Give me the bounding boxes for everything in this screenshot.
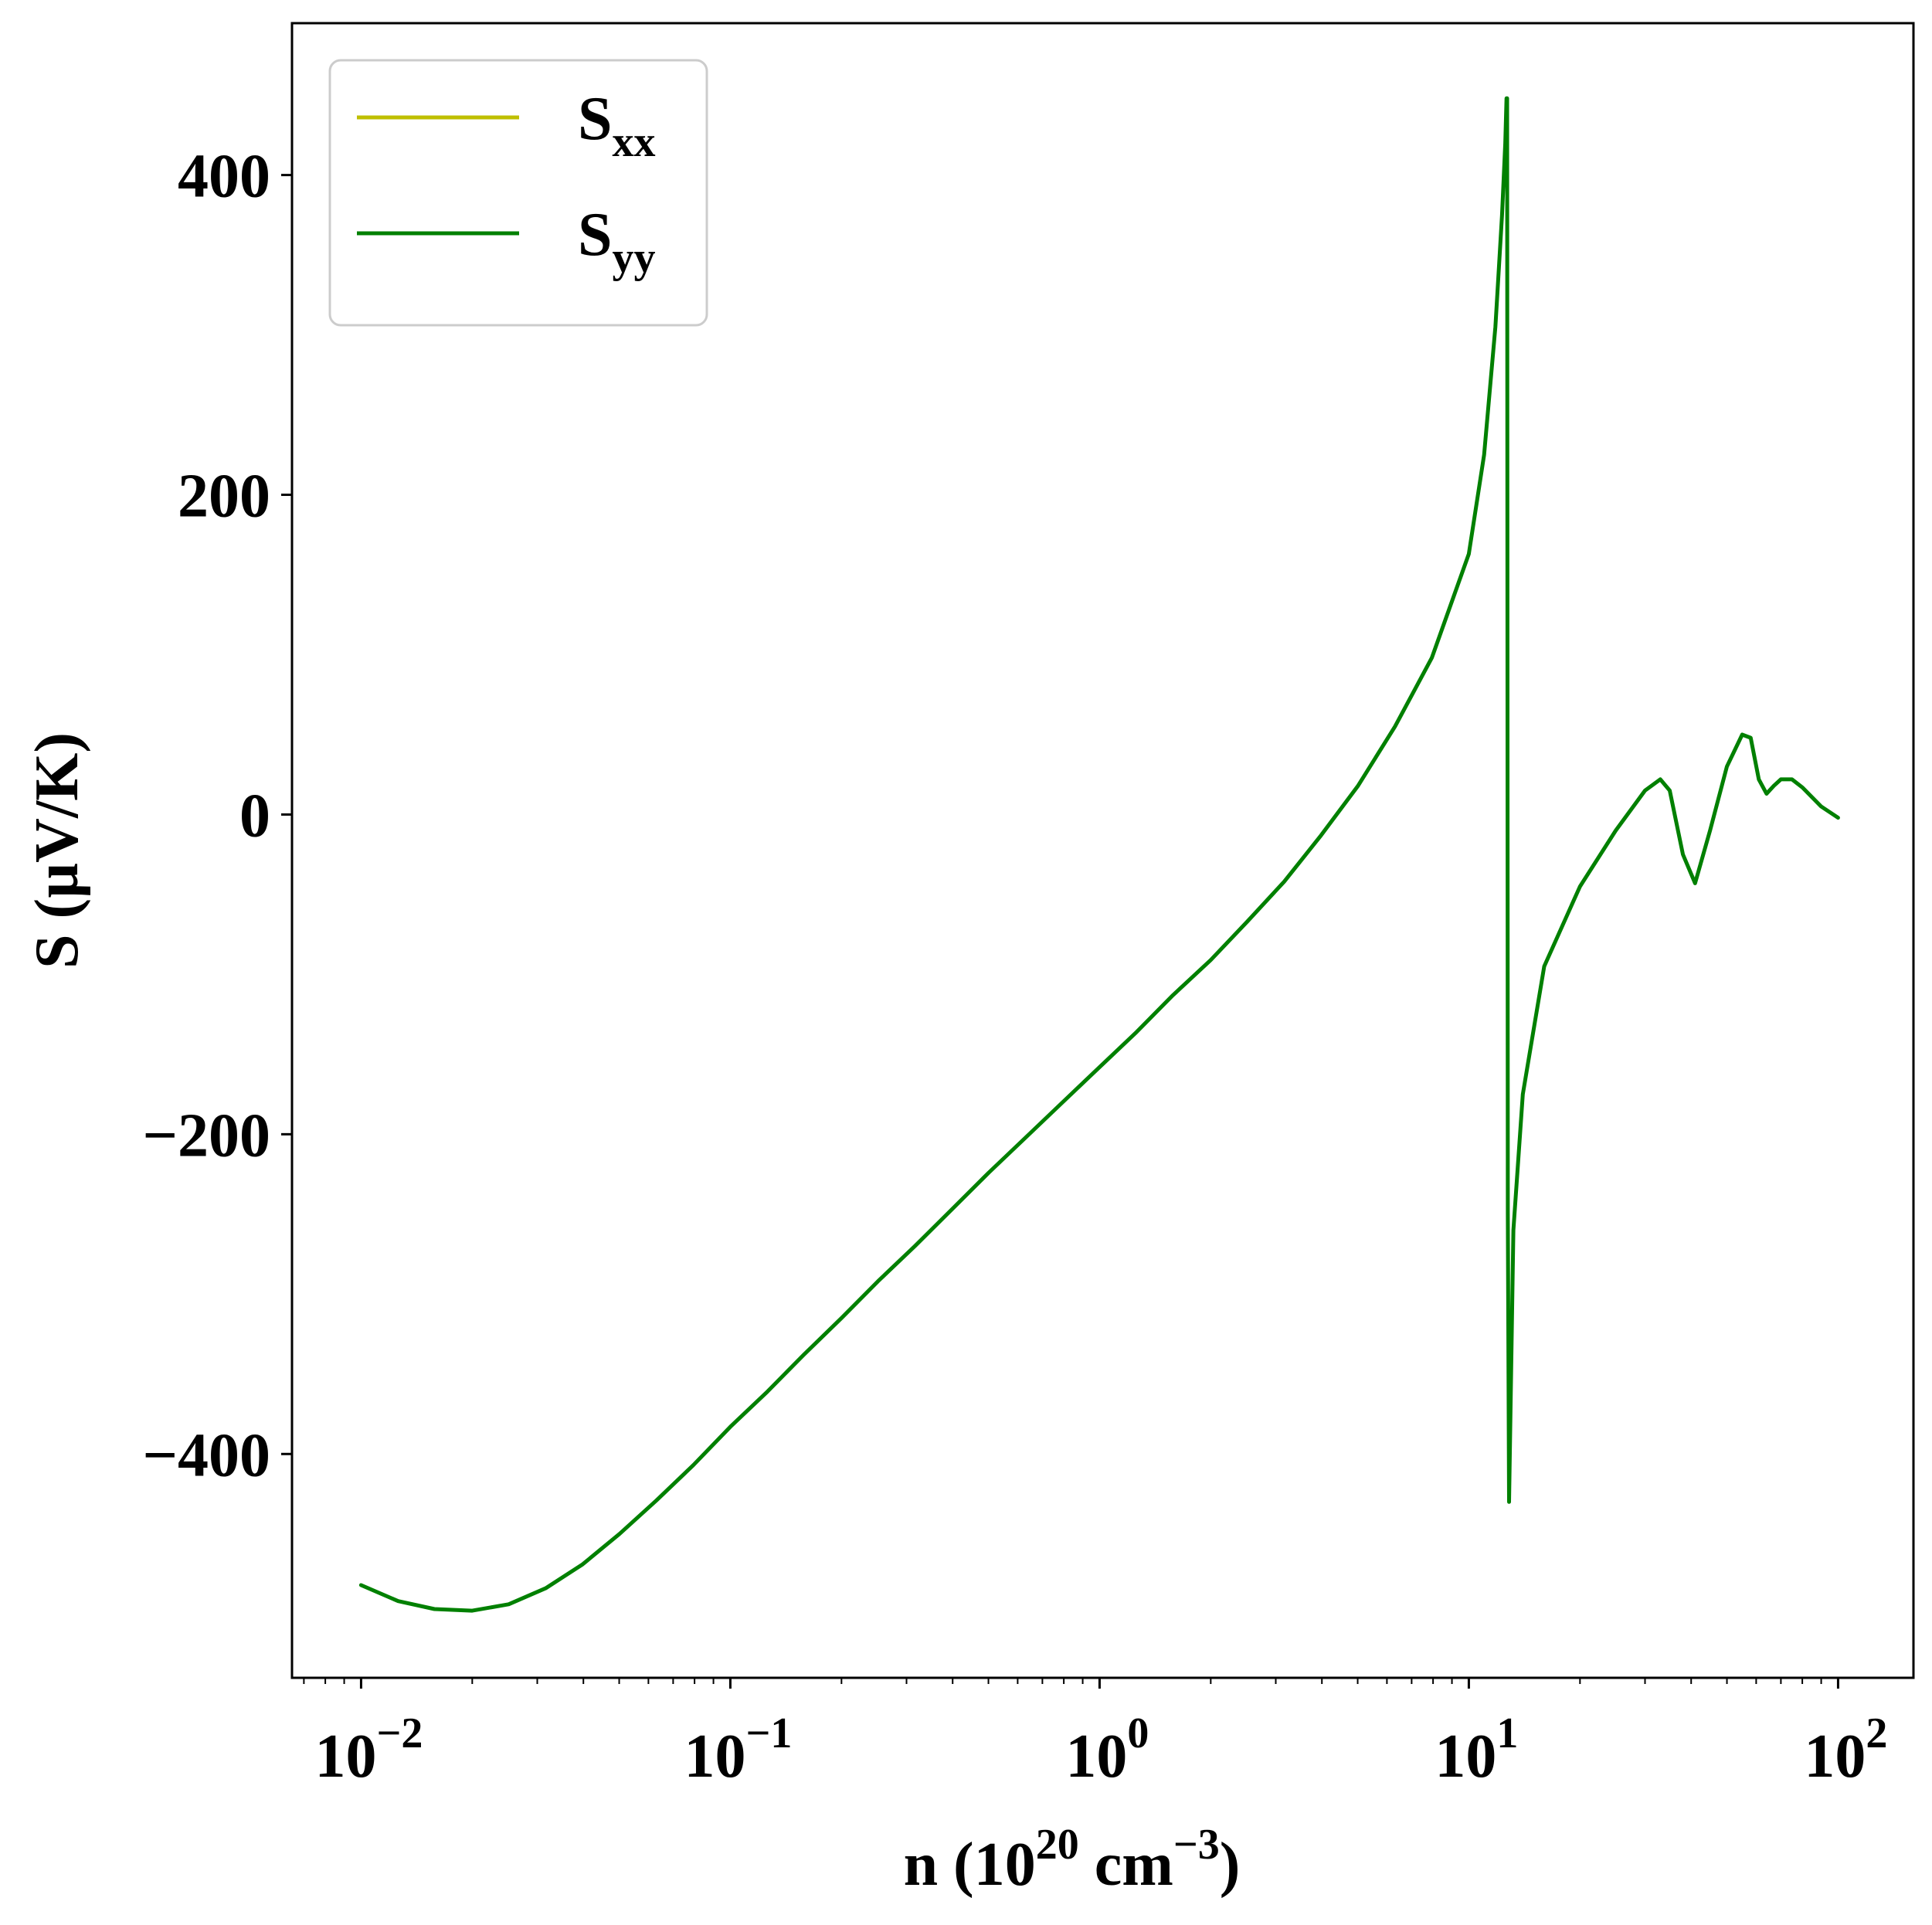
x-axis-title-mid: cm	[1079, 1831, 1173, 1899]
x-tick-label-exp: 2	[1866, 1709, 1887, 1757]
x-tick-label-exp: −1	[745, 1709, 792, 1757]
x-axis-title-exp2: −3	[1173, 1821, 1220, 1869]
legend-label-syy-base: S	[578, 201, 613, 269]
x-axis: 10−2 10−1 100 101 102	[303, 1678, 1887, 1791]
y-tick-label: 400	[178, 143, 270, 211]
x-tick-label: 101	[1435, 1709, 1518, 1791]
y-tick-label: 200	[178, 463, 270, 531]
x-tick-label: 10−1	[684, 1709, 792, 1791]
x-axis-title: n (1020 cm−3)	[904, 1821, 1241, 1899]
x-tick-label-base: 10	[1804, 1723, 1866, 1791]
plot-frame	[290, 22, 1915, 1679]
x-tick-label-exp: 1	[1496, 1709, 1518, 1757]
legend: Sxx Syy	[328, 59, 708, 327]
legend-box	[328, 59, 708, 327]
x-tick-label-exp: 0	[1127, 1709, 1149, 1757]
x-tick-label-base: 10	[1065, 1723, 1127, 1791]
y-tick-label: −400	[142, 1421, 270, 1489]
legend-label-sxx-sub: xx	[613, 118, 656, 166]
y-axis: 400 200 0 −200 −400	[142, 143, 292, 1489]
x-tick-label-base: 10	[1435, 1723, 1496, 1791]
y-tick-label: −200	[142, 1102, 270, 1170]
x-tick-label: 102	[1804, 1709, 1887, 1791]
series-line-yy	[358, 96, 1840, 1613]
x-axis-title-base: n (10	[904, 1831, 1036, 1899]
series-layer	[358, 96, 1840, 1613]
legend-label-syy-sub: yy	[613, 234, 656, 282]
legend-label-syy: Syy	[578, 201, 656, 282]
x-tick-label-base: 10	[314, 1723, 376, 1791]
x-tick-label: 10−2	[314, 1709, 423, 1791]
legend-label-sxx-base: S	[578, 85, 613, 153]
x-axis-title-exp1: 20	[1036, 1821, 1079, 1869]
legend-label-sxx: Sxx	[578, 85, 656, 166]
x-axis-title-end: )	[1220, 1831, 1241, 1899]
y-tick-label: 0	[239, 782, 270, 850]
x-tick-label-exp: −2	[376, 1709, 423, 1757]
y-axis-title: S (µV/K)	[23, 732, 91, 969]
x-tick-label: 100	[1065, 1709, 1149, 1791]
x-tick-label-base: 10	[684, 1723, 745, 1791]
